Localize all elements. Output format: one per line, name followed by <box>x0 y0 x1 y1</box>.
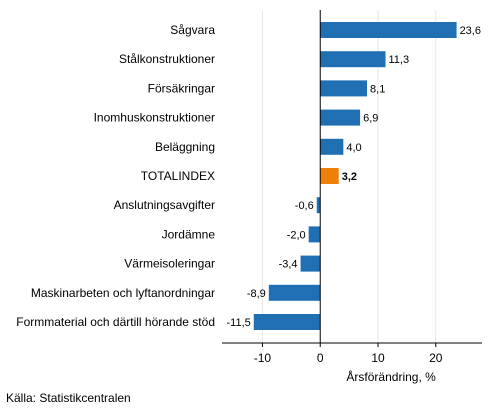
category-label: Försäkringar <box>148 81 215 95</box>
value-label: 3,2 <box>342 171 357 183</box>
category-label: Jordämne <box>162 227 216 241</box>
bar <box>308 226 321 243</box>
value-label: 6,9 <box>363 113 378 125</box>
value-label: 11,3 <box>389 54 410 66</box>
x-tick-label: -10 <box>254 351 272 365</box>
bar <box>320 168 339 184</box>
bars: Sågvara 23,6 Stålkonstruktioner 11,3 Försäkr… <box>16 22 481 330</box>
value-label: 8,1 <box>370 83 385 95</box>
category-label: Stålkonstruktioner <box>119 52 215 66</box>
category-label: Formmaterial och därtill hörande stöd <box>16 315 215 329</box>
value-label: -0,6 <box>295 200 314 212</box>
category-label: Värmeisoleringar <box>124 257 215 271</box>
value-label: 23,6 <box>460 25 481 37</box>
bar <box>316 197 321 214</box>
category-label: Anslutningsavgifter <box>114 198 215 212</box>
value-label: -3,4 <box>279 259 298 271</box>
bar <box>320 51 386 68</box>
bar <box>320 138 344 155</box>
bar <box>320 80 368 97</box>
bar <box>300 255 321 272</box>
bar <box>268 284 321 301</box>
bar <box>320 22 457 38</box>
category-label: Beläggning <box>155 140 215 154</box>
value-label: -2,0 <box>287 229 306 241</box>
value-label: -8,9 <box>247 288 266 300</box>
x-tick-label: 0 <box>317 351 324 365</box>
bar <box>253 314 321 330</box>
category-label: Inomhuskonstruktioner <box>94 111 215 125</box>
x-axis: -10 0 10 20 <box>222 10 482 365</box>
category-label: TOTALINDEX <box>141 169 215 183</box>
category-label: Sågvara <box>170 23 215 37</box>
value-label: -11,5 <box>227 317 251 329</box>
x-tick-label: 10 <box>371 351 385 365</box>
x-tick-label: 20 <box>429 351 443 365</box>
bar <box>320 109 361 126</box>
x-axis-title: Årsförändring, % <box>346 369 436 384</box>
value-label: 4,0 <box>346 142 361 154</box>
category-label: Maskinarbeten och lyftanordningar <box>31 286 215 300</box>
source-note: Källa: Statistikcentralen <box>6 391 131 405</box>
